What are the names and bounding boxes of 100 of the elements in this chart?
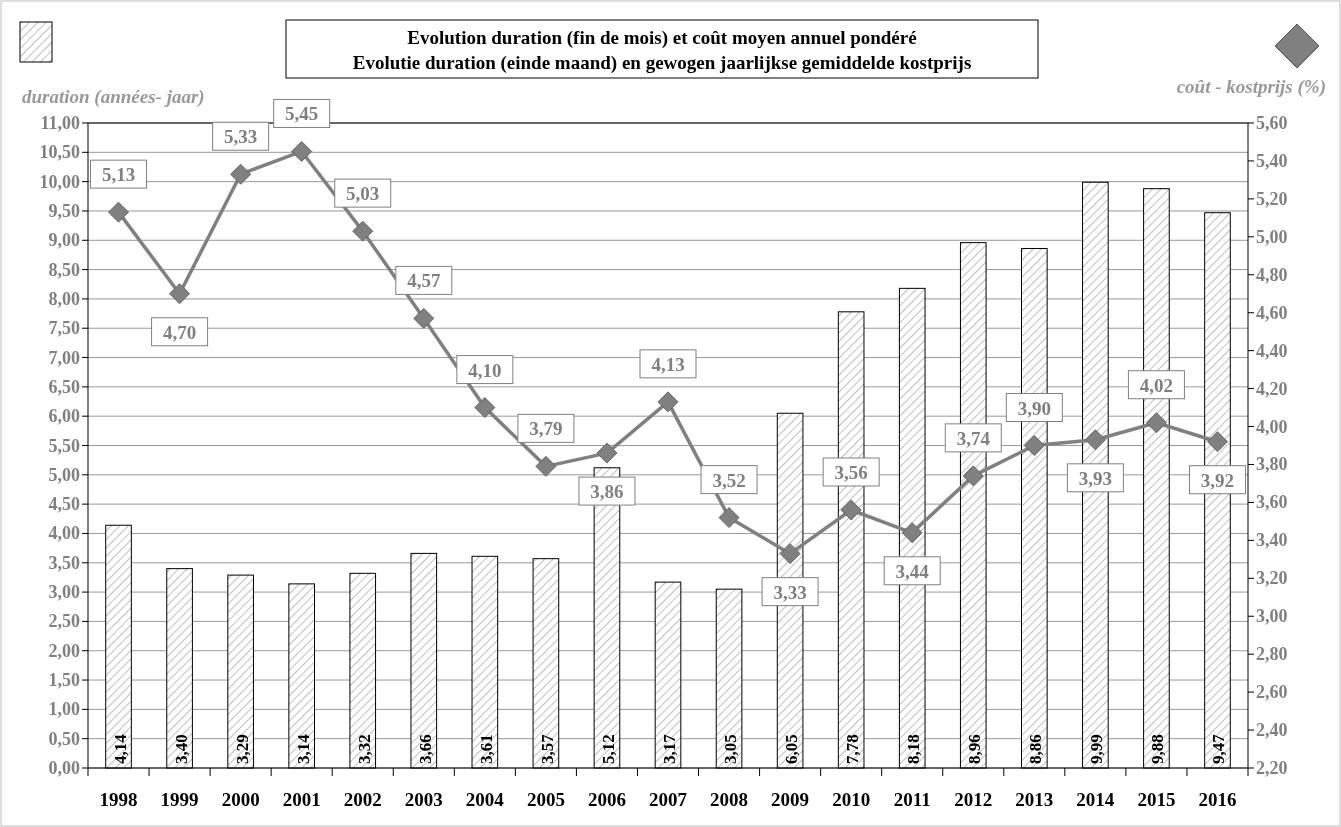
point [718,507,740,529]
data-label: 3,74 [956,427,991,449]
x-tick-label: 2005 [526,789,565,810]
x-tick-label: 2008 [710,789,749,810]
x-tick-label: 2011 [893,789,931,810]
point [169,283,191,305]
y-tick-label: 10,00 [39,171,80,192]
y-tick-label: 5,50 [48,435,80,456]
data-label: 8,96 [965,734,985,764]
y-tick-label: 8,50 [48,259,80,280]
data-label: 7,78 [843,734,863,764]
point [413,307,435,329]
data-label: 5,45 [285,103,319,125]
y2-tick-label: 3,20 [1256,568,1288,589]
data-label: 3,17 [660,733,679,764]
point [962,465,984,487]
y2-axis-title: coût - kostprijs (%) [1176,76,1326,98]
data-label: 4,57 [407,270,441,292]
y-tick-label: 1,00 [48,699,80,720]
y-tick-label: 5,00 [48,464,80,485]
point [901,522,923,544]
data-label: 3,32 [354,734,374,764]
y-tick-label: 7,00 [48,347,80,368]
y-tick-label: 8,00 [48,288,80,309]
y-tick-label: 0,50 [48,728,80,749]
data-label: 3,33 [773,581,807,603]
point [1145,412,1167,434]
y-tick-label: 0,00 [48,758,80,778]
data-label: 3,90 [1017,397,1051,419]
y2-tick-label: 4,40 [1256,340,1288,361]
data-label: 3,40 [171,734,191,764]
y2-tick-label: 2,20 [1256,758,1288,778]
point [779,543,801,565]
point [840,499,862,521]
point [352,220,374,242]
x-tick-label: 2014 [1076,789,1115,810]
data-label: 3,92 [1200,469,1235,491]
y-tick-label: 7,50 [48,318,80,339]
data-label: 3,93 [1078,467,1112,489]
data-label: 9,47 [1209,733,1229,764]
y-tick-label: 4,50 [48,494,80,515]
x-tick-label: 1999 [160,789,199,810]
y2-tick-label: 3,60 [1256,492,1288,513]
data-label: 5,13 [101,164,136,186]
y2-tick-label: 4,00 [1256,416,1288,437]
y2-tick-label: 3,80 [1256,454,1288,475]
data-label: 3,14 [293,733,313,764]
data-label: 9,99 [1087,734,1107,764]
data-label: 3,79 [529,418,563,440]
y-tick-label: 2,50 [48,611,80,632]
data-label: 3,44 [895,560,930,582]
y2-tick-label: 3,40 [1256,530,1288,551]
y2-tick-label: 5,00 [1256,226,1288,247]
data-label: 3,05 [721,734,741,764]
point [108,201,130,223]
data-label: 6,05 [782,734,802,764]
data-label: 4,10 [468,359,502,381]
data-label: 3,56 [834,462,868,483]
point [1084,429,1106,451]
data-label: 4,14 [110,733,130,764]
data-label: 3,61 [476,734,496,764]
data-label: 5,03 [346,183,380,205]
x-tick-label: 2006 [587,789,626,810]
y-tick-label: 9,50 [48,200,80,221]
x-tick-label: 2001 [282,789,321,810]
data-label: 5,12 [598,734,618,764]
data-label: 3,52 [712,469,746,491]
data-label: 4,02 [1139,374,1174,396]
y2-tick-label: 5,20 [1256,188,1288,209]
y-tick-label: 6,00 [48,406,80,427]
y2-tick-label: 2,40 [1256,720,1288,741]
data-label: 3,29 [232,734,252,764]
y-tick-label: 4,00 [48,523,80,544]
x-tick-label: 2009 [771,789,810,810]
y-tick-label: 11,00 [40,113,80,133]
x-tick-label: 2015 [1137,789,1176,810]
y-tick-label: 10,50 [39,142,80,163]
point [230,163,252,185]
y-tick-label: 2,00 [48,640,80,661]
data-label: 5,33 [224,126,258,148]
x-tick-label: 2013 [1015,789,1054,810]
data-label: 3,66 [415,734,435,764]
point [535,455,557,477]
data-label: 9,88 [1148,734,1168,764]
data-label: 8,18 [904,734,924,764]
x-tick-label: 2012 [954,789,993,810]
point [596,442,618,464]
x-tick-label: 2000 [221,789,260,810]
x-tick-label: 1998 [99,789,138,810]
y2-tick-label: 4,60 [1256,302,1288,323]
chart-title: Evolution duration (fin de mois) et coût moyen annuel pondéré Evolutie duration (einde maand) en gewogen jaarlijkse gemiddelde kostprijs [352,27,972,74]
y-tick-label: 3,50 [48,552,80,573]
point [1206,431,1228,453]
x-tick-label: 2002 [343,789,382,810]
y-tick-label: 6,50 [48,376,80,397]
x-tick-label: 2010 [832,789,871,810]
y2-tick-label: 5,60 [1256,113,1288,133]
y2-tick-label: 3,00 [1256,606,1288,627]
y2-tick-label: 4,20 [1256,378,1288,399]
y-axis-title: duration (années- jaar) [22,86,205,108]
